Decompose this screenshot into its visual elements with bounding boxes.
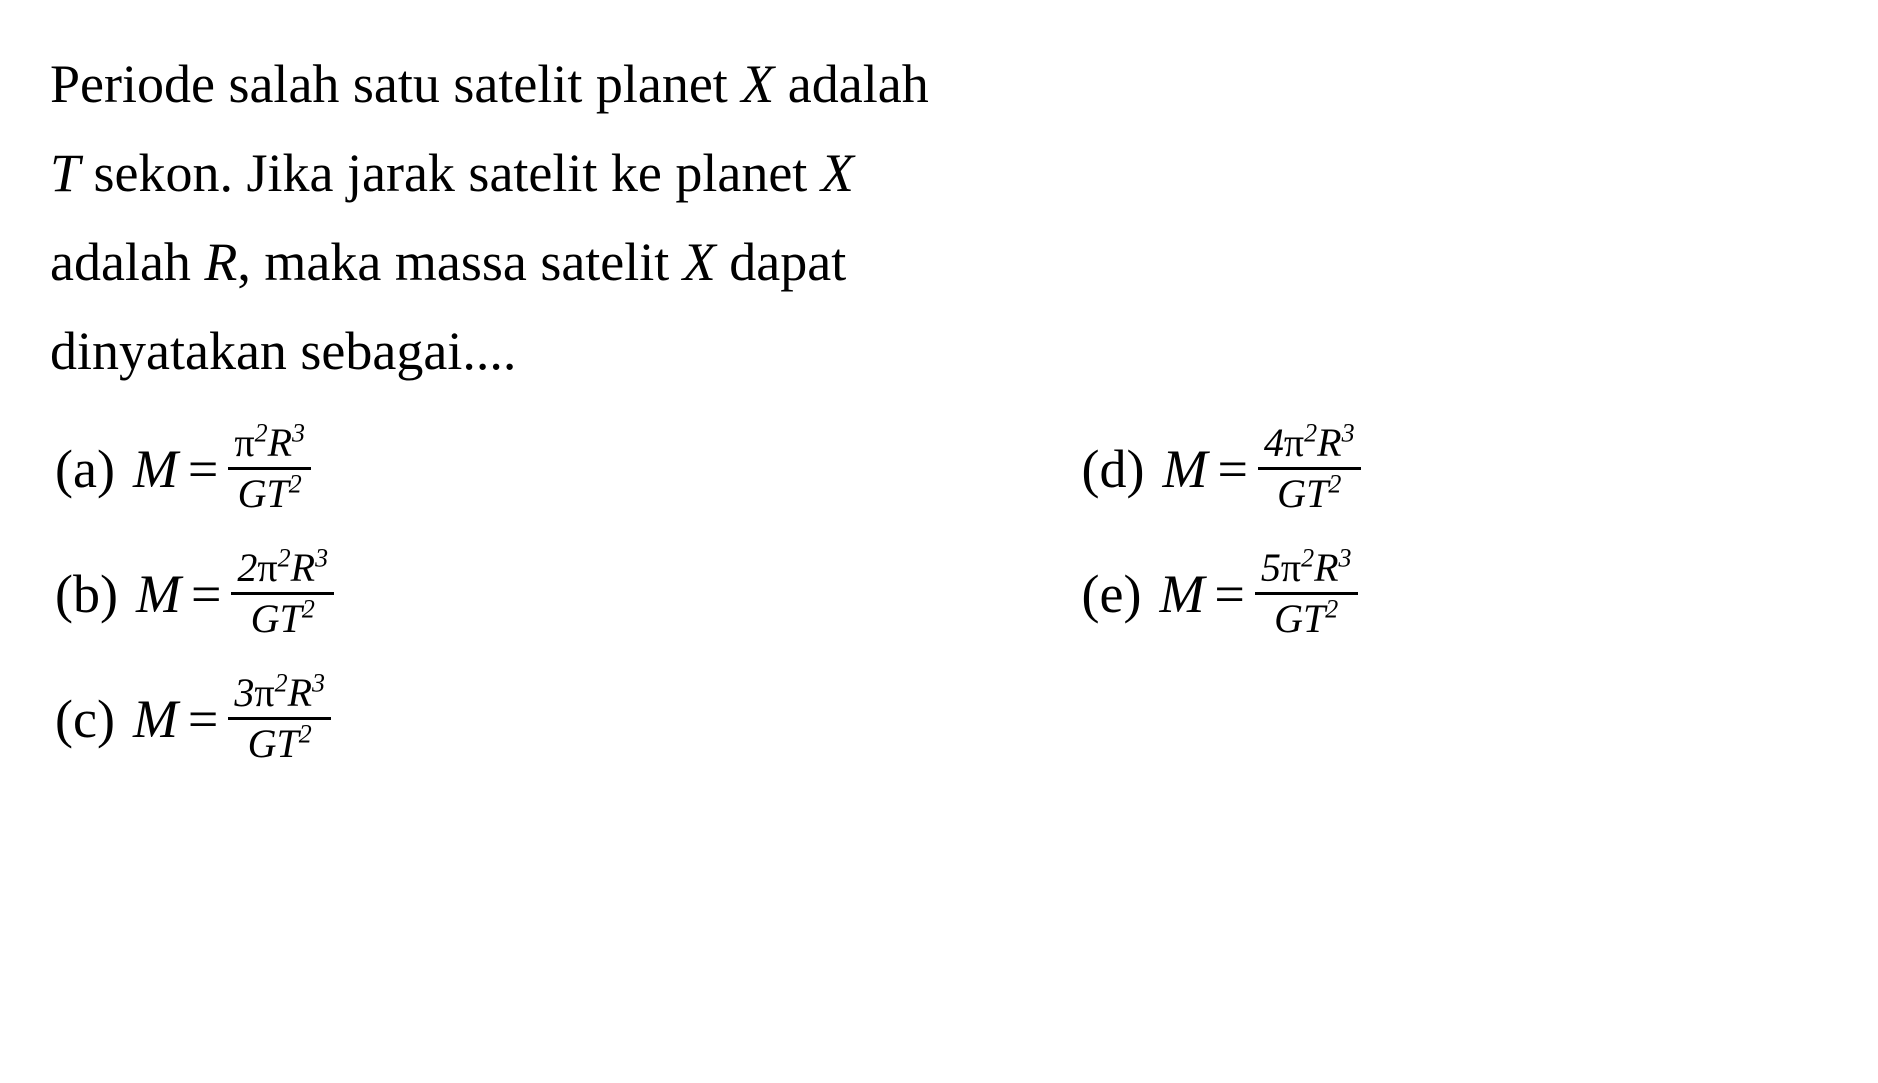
q-text-2a: sekon. Jika jarak satelit ke planet <box>80 143 821 203</box>
eq-equals: = <box>1217 438 1247 500</box>
option-label-a: (a) <box>55 438 115 500</box>
q-text-3b: , maka massa satelit <box>237 232 682 292</box>
eq-variable: M <box>133 438 178 500</box>
numerator-c: 3π2R3 <box>228 671 331 720</box>
option-label-c: (c) <box>55 688 115 750</box>
option-label-d: (d) <box>1082 438 1145 500</box>
numerator-e: 5π2R3 <box>1255 546 1358 595</box>
eq-equals: = <box>191 563 221 625</box>
option-a: (a) M = π2R3 GT2 <box>55 421 802 516</box>
q-text-1b: adalah <box>774 54 928 114</box>
numerator-a: π2R3 <box>228 421 311 470</box>
q-text-3c: dapat <box>716 232 846 292</box>
q-var-x2: X <box>821 143 854 203</box>
option-e: (e) M = 5π2R3 GT2 <box>1082 546 1829 641</box>
fraction-c: 3π2R3 GT2 <box>228 671 331 766</box>
option-d: (d) M = 4π2R3 GT2 <box>1082 421 1829 516</box>
equation-a: M = π2R3 GT2 <box>133 421 311 516</box>
q-var-t: T <box>50 143 80 203</box>
eq-equals: = <box>1214 563 1244 625</box>
equation-b: M = 2π2R3 GT2 <box>136 546 334 641</box>
fraction-b: 2π2R3 GT2 <box>231 546 334 641</box>
q-var-x3: X <box>683 232 716 292</box>
option-b: (b) M = 2π2R3 GT2 <box>55 546 802 641</box>
option-label-b: (b) <box>55 563 118 625</box>
denominator-a: GT2 <box>232 470 308 516</box>
numerator-d: 4π2R3 <box>1258 421 1361 470</box>
eq-equals: = <box>188 438 218 500</box>
eq-variable: M <box>1159 563 1204 625</box>
eq-variable: M <box>136 563 181 625</box>
denominator-e: GT2 <box>1268 595 1344 641</box>
fraction-d: 4π2R3 GT2 <box>1258 421 1361 516</box>
fraction-a: π2R3 GT2 <box>228 421 311 516</box>
options-container: (a) M = π2R3 GT2 (d) M = 4π2R3 GT2 (b) M… <box>50 421 1828 766</box>
option-label-e: (e) <box>1082 563 1142 625</box>
eq-equals: = <box>188 688 218 750</box>
equation-e: M = 5π2R3 GT2 <box>1159 546 1357 641</box>
q-text-3a: adalah <box>50 232 204 292</box>
eq-variable: M <box>133 688 178 750</box>
q-var-r: R <box>204 232 237 292</box>
q-text-4: dinyatakan sebagai.... <box>50 321 516 381</box>
equation-c: M = 3π2R3 GT2 <box>133 671 331 766</box>
denominator-b: GT2 <box>245 595 321 641</box>
fraction-e: 5π2R3 GT2 <box>1255 546 1358 641</box>
question-text: Periode salah satu satelit planet X adal… <box>50 40 1828 396</box>
numerator-b: 2π2R3 <box>231 546 334 595</box>
eq-variable: M <box>1162 438 1207 500</box>
q-text-1a: Periode salah satu satelit planet <box>50 54 741 114</box>
denominator-d: GT2 <box>1271 470 1347 516</box>
option-c: (c) M = 3π2R3 GT2 <box>55 671 802 766</box>
denominator-c: GT2 <box>242 720 318 766</box>
equation-d: M = 4π2R3 GT2 <box>1162 421 1360 516</box>
q-var-x1: X <box>741 54 774 114</box>
